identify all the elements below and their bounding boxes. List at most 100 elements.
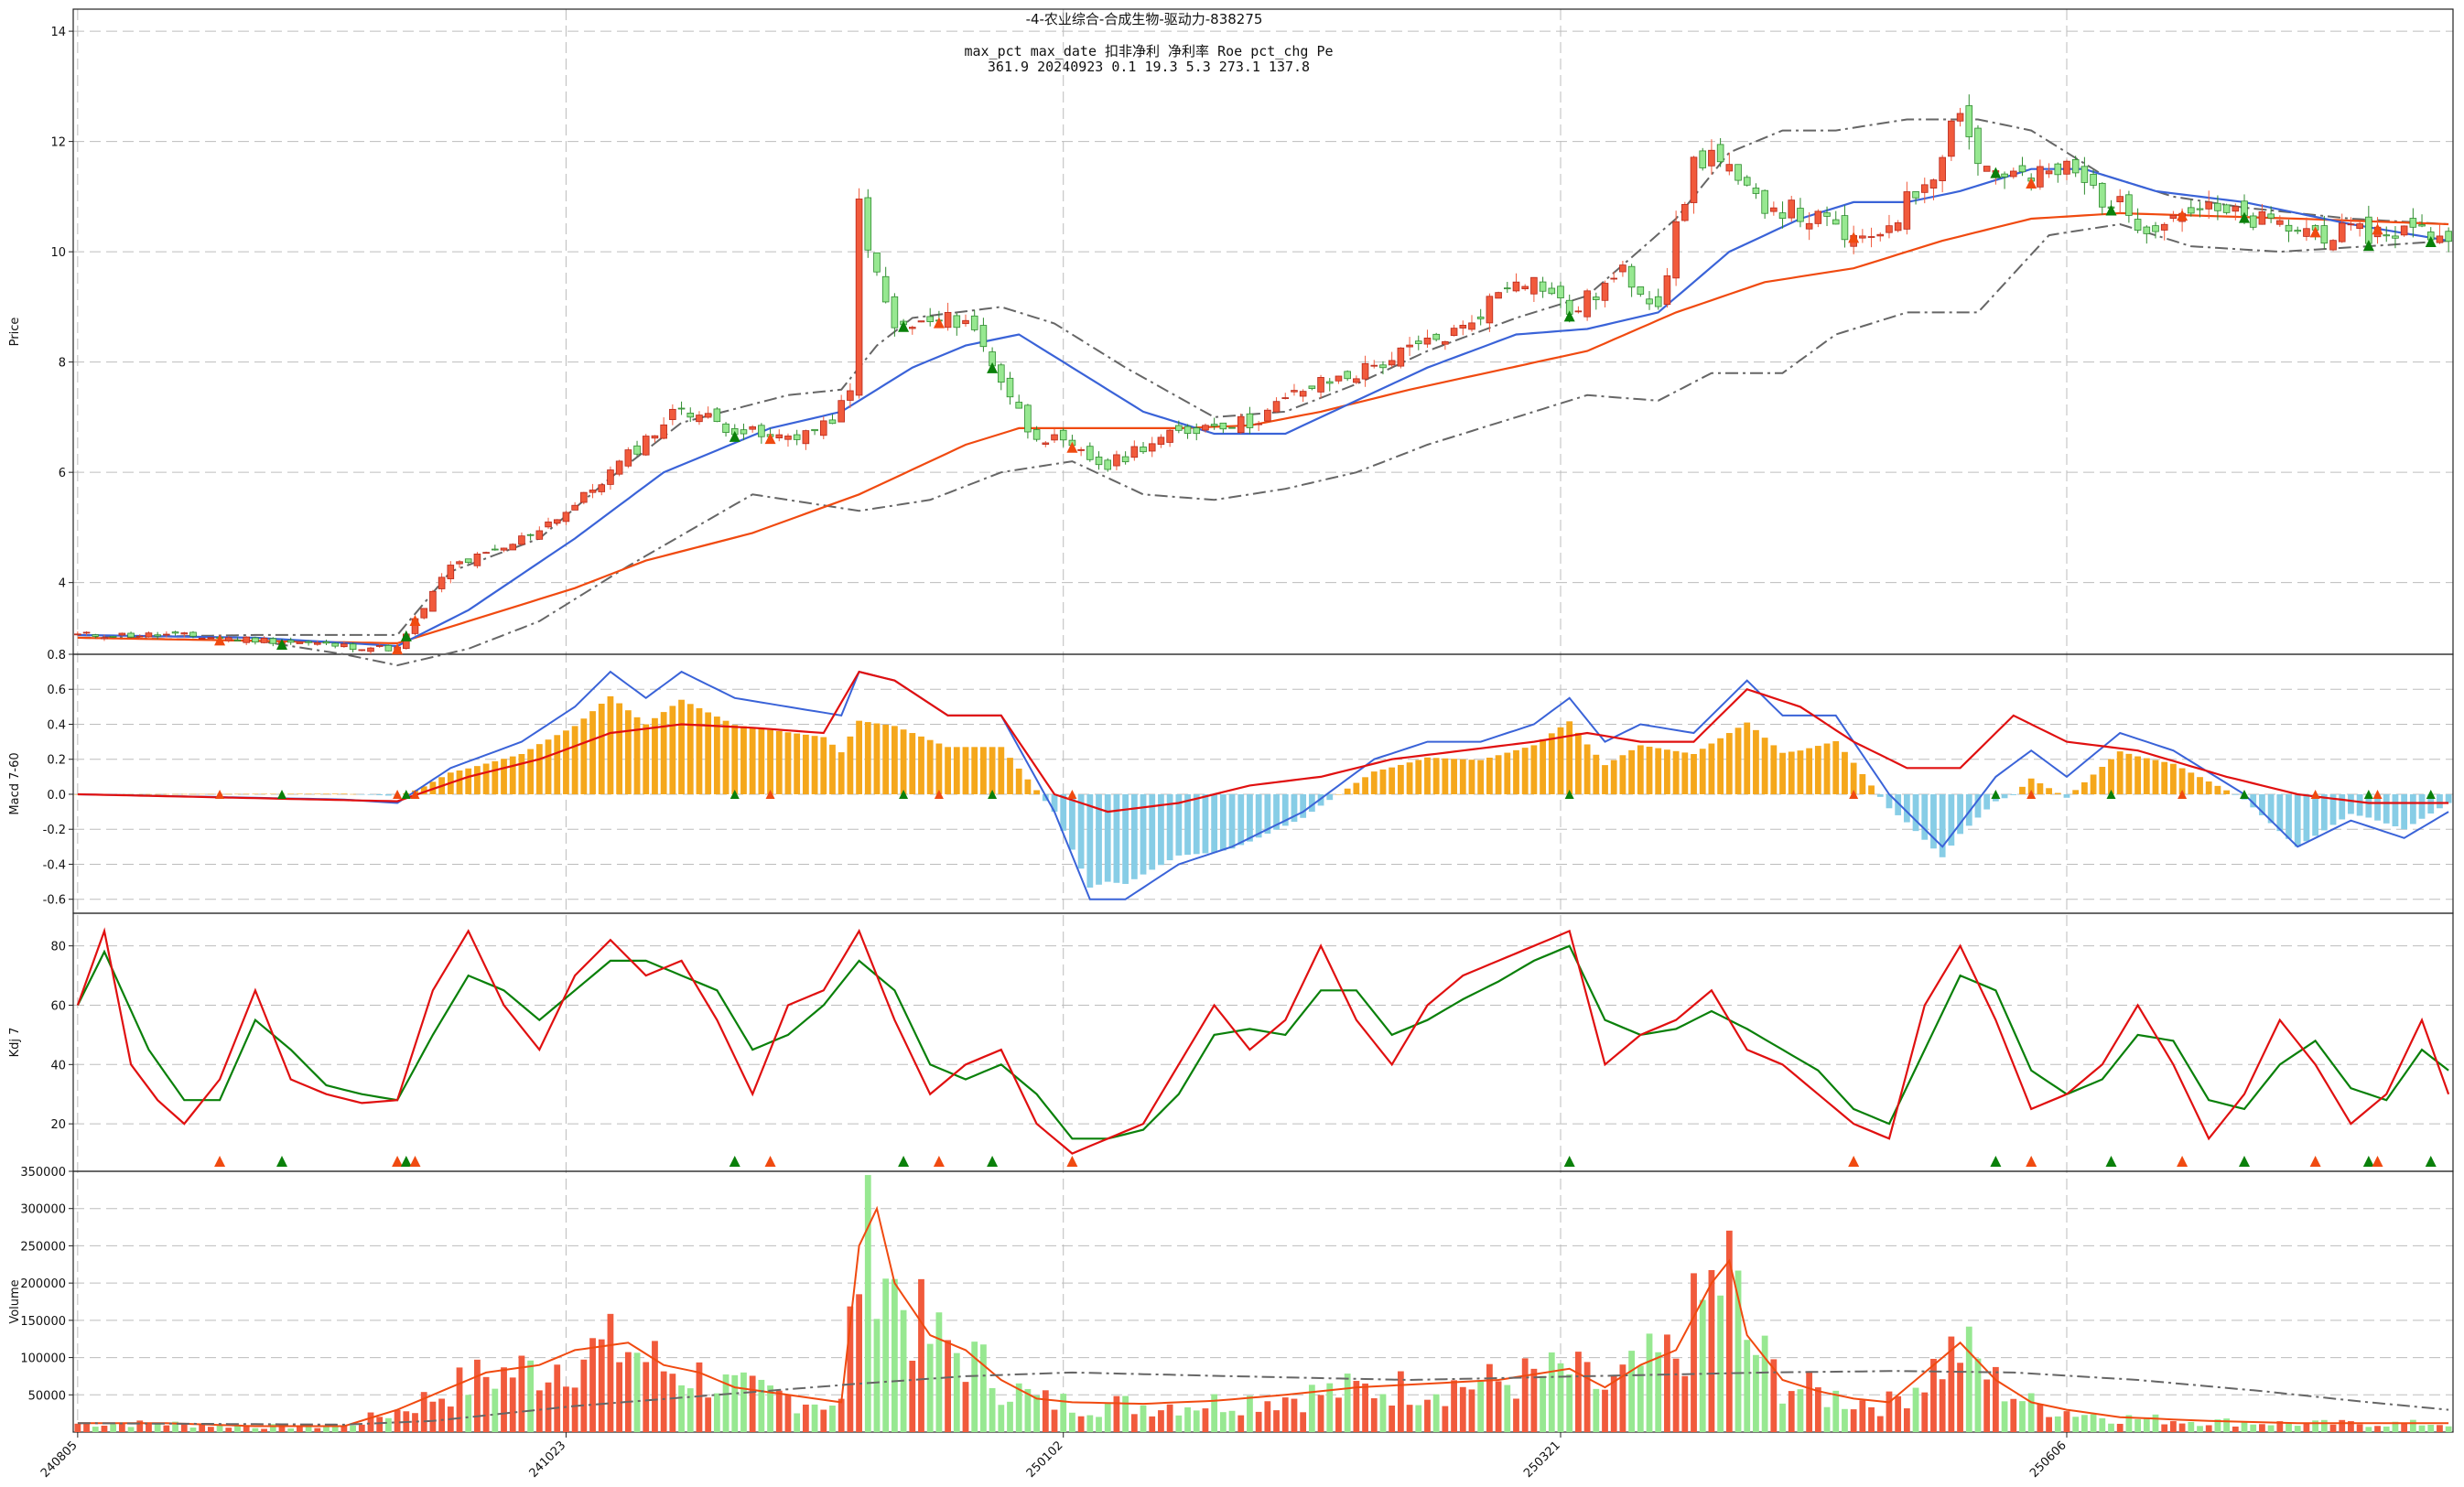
candle-body	[1974, 127, 1982, 165]
macd-hist-bar	[1895, 793, 1902, 815]
volume-bar	[945, 1340, 951, 1432]
macd-hist-bar	[2143, 758, 2150, 794]
volume-bar	[474, 1359, 481, 1432]
macd-hist-bar	[652, 717, 658, 794]
macd-hist-bar	[1247, 793, 1253, 842]
macd-hist-bar	[1335, 793, 1342, 795]
x-tick-label: 240805	[38, 1439, 81, 1481]
candle-body	[1983, 166, 1991, 172]
macd-hist-bar	[2401, 793, 2408, 830]
macd-hist-bar	[1708, 743, 1715, 794]
macd-hist-bar	[1761, 738, 1768, 794]
macd-hist-bar	[909, 733, 916, 794]
y-tick-label: -0.2	[43, 824, 66, 837]
volume-bar	[2080, 1415, 2088, 1432]
candle-body	[2205, 201, 2213, 210]
volume-bar	[1424, 1399, 1431, 1432]
volume-bar	[2046, 1417, 2052, 1432]
macd-hist-bar	[607, 695, 614, 794]
y-tick-label: 10	[50, 246, 66, 260]
candle-body	[367, 647, 374, 652]
volume-bar	[1308, 1385, 1315, 1432]
macd-hist-bar	[2019, 786, 2026, 794]
volume-bar	[2152, 1414, 2159, 1432]
band-lower-line	[77, 222, 2449, 667]
macd-hist-bar	[891, 726, 898, 794]
candle-body	[456, 561, 463, 565]
volume-bar	[1051, 1409, 1058, 1432]
macd-hist-bar	[2329, 793, 2337, 825]
volume-bar	[1912, 1387, 1919, 1432]
candle-body	[1805, 222, 1813, 230]
macd-hist-bar	[1646, 747, 1653, 794]
candle-body	[1042, 442, 1050, 445]
volume-bar	[909, 1361, 916, 1432]
volume-bar	[1317, 1395, 1324, 1432]
macd-hist-bar	[2072, 790, 2080, 794]
macd-hist-bar	[376, 793, 384, 796]
candle-body	[1627, 265, 1636, 288]
volume-bar	[1637, 1365, 1644, 1432]
candle-body	[1956, 113, 1964, 122]
candle-body	[1610, 277, 1618, 280]
macd-hist-bar	[1921, 793, 1929, 840]
macd-hist-bar	[518, 753, 525, 794]
macd-hist-bar	[1735, 727, 1742, 794]
volume-bar	[465, 1395, 472, 1432]
macd-marker-up	[393, 789, 403, 799]
volume-bar	[127, 1427, 135, 1432]
volume-bar	[1353, 1381, 1360, 1432]
kdj-marker-down	[2362, 1156, 2374, 1167]
price-marker-down	[276, 638, 287, 650]
price-marker-down	[2239, 211, 2251, 223]
macd-hist-bar	[696, 707, 703, 794]
y-tick-label: 0.0	[47, 789, 66, 803]
candle-body	[758, 425, 765, 437]
macd-hist-bar	[1130, 793, 1138, 879]
volume-bar	[820, 1409, 827, 1432]
kdj-marker-up	[392, 1156, 404, 1167]
volume-bar	[1326, 1383, 1334, 1432]
macd-hist-bar	[2418, 793, 2426, 819]
macd-hist-bar	[1823, 743, 1831, 794]
candle-body	[1495, 292, 1502, 299]
macd-hist-bar	[1255, 793, 1262, 838]
volume-bar	[1646, 1333, 1653, 1432]
macd-hist-bar	[616, 703, 623, 794]
kdj-marker-up	[1848, 1156, 1860, 1167]
candle-body	[1583, 290, 1591, 318]
candle-body	[1299, 391, 1307, 397]
candle-body	[2037, 166, 2044, 188]
macd-hist-bar	[1744, 722, 1751, 794]
candle-body	[962, 319, 969, 325]
volume-bar	[1069, 1412, 1075, 1432]
macd-hist-bar	[1158, 793, 1164, 866]
volume-bar	[1655, 1352, 1662, 1432]
macd-hist-bar	[1024, 779, 1032, 794]
candle-body	[1450, 328, 1458, 337]
volume-bar	[2294, 1426, 2301, 1432]
candle-body	[1876, 233, 1885, 237]
macd-hist-bar	[2259, 793, 2265, 815]
macd-hist-bar	[243, 793, 250, 795]
candle-body	[1121, 456, 1129, 463]
candle-body	[2445, 231, 2452, 242]
volume-bar	[1033, 1395, 1041, 1432]
volume-bar	[1362, 1383, 1368, 1432]
price-marker-down	[400, 630, 412, 641]
macd-hist-bar	[1051, 793, 1058, 813]
candle-body	[624, 449, 632, 467]
macd-hist-bar	[882, 724, 890, 794]
volume-bar	[1415, 1405, 1422, 1432]
volume-bar	[2054, 1416, 2061, 1432]
kdj-k-line	[76, 927, 2450, 1155]
volume-bar	[172, 1421, 178, 1432]
volume-bar	[1211, 1394, 1218, 1432]
volume-bar	[2205, 1425, 2212, 1432]
volume-bar	[1876, 1416, 1884, 1432]
macd-hist-bar	[2303, 793, 2310, 842]
macd-marker-down	[988, 789, 998, 799]
macd-hist-bar	[163, 793, 170, 795]
volume-bar	[154, 1424, 161, 1432]
